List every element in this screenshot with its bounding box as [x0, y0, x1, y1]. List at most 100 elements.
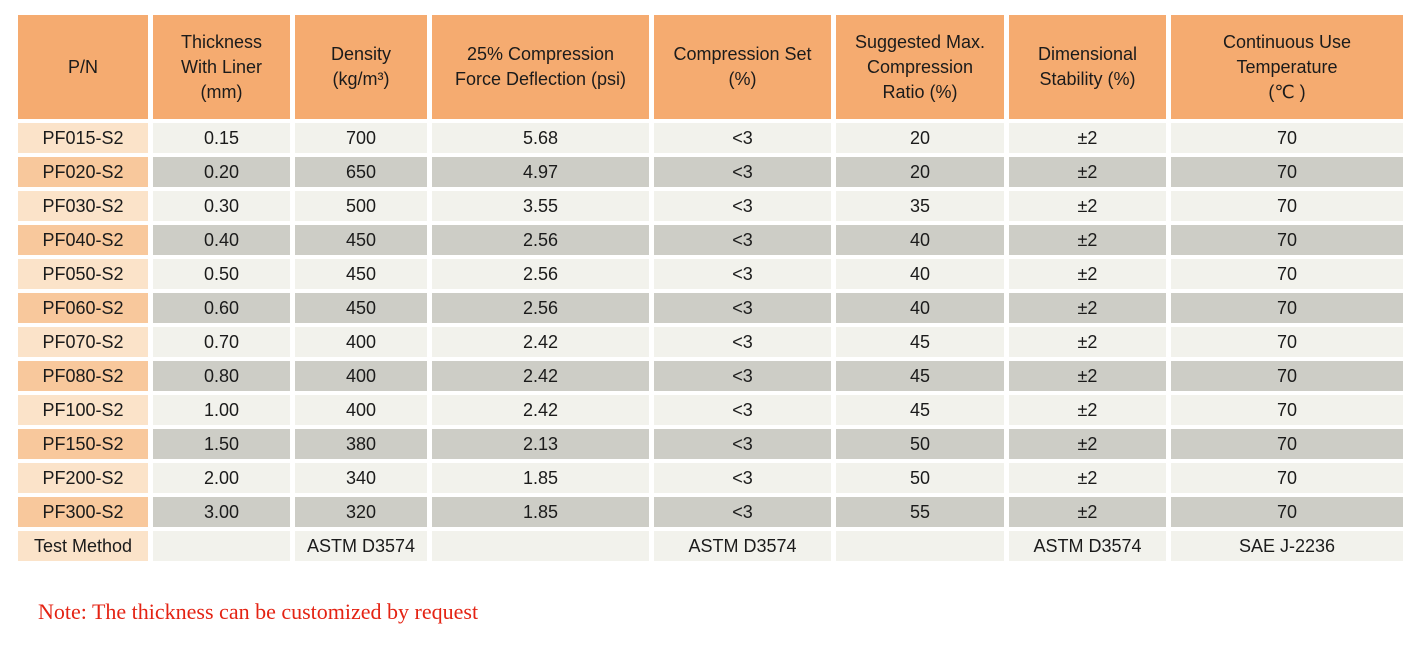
table-row: PF100-S2 1.00 400 2.42 <3 45 ±2 70	[18, 395, 1403, 425]
table-cell: 2.13	[432, 429, 649, 459]
table-cell: 5.68	[432, 123, 649, 153]
row-label-cell: PF080-S2	[18, 361, 148, 391]
table-cell: ±2	[1009, 361, 1166, 391]
table-cell: 70	[1171, 463, 1403, 493]
table-row: PF030-S2 0.30 500 3.55 <3 35 ±2 70	[18, 191, 1403, 221]
table-row: PF300-S2 3.00 320 1.85 <3 55 ±2 70	[18, 497, 1403, 527]
table-cell: 70	[1171, 327, 1403, 357]
table-cell: 340	[295, 463, 427, 493]
table-cell: ±2	[1009, 259, 1166, 289]
table-cell: 450	[295, 225, 427, 255]
column-header-compression-set: Compression Set (%)	[654, 15, 831, 119]
row-label-cell: PF015-S2	[18, 123, 148, 153]
table-cell: 0.30	[153, 191, 290, 221]
table-cell: 450	[295, 259, 427, 289]
row-label-cell: PF020-S2	[18, 157, 148, 187]
table-cell: 45	[836, 361, 1004, 391]
table-cell: 35	[836, 191, 1004, 221]
table-cell: ASTM D3574	[295, 531, 427, 561]
table-row: PF060-S2 0.60 450 2.56 <3 40 ±2 70	[18, 293, 1403, 323]
table-cell: 70	[1171, 191, 1403, 221]
table-cell	[153, 531, 290, 561]
table-cell: 2.56	[432, 293, 649, 323]
table-cell: 50	[836, 429, 1004, 459]
row-label-cell: PF200-S2	[18, 463, 148, 493]
table-cell: 0.60	[153, 293, 290, 323]
column-header-density: Density (kg/m³)	[295, 15, 427, 119]
row-label-cell: PF300-S2	[18, 497, 148, 527]
table-cell: 2.00	[153, 463, 290, 493]
table-cell: 500	[295, 191, 427, 221]
table-cell: <3	[654, 225, 831, 255]
table-cell: ±2	[1009, 327, 1166, 357]
table-cell: 70	[1171, 157, 1403, 187]
table-cell: 400	[295, 361, 427, 391]
row-label-cell: PF150-S2	[18, 429, 148, 459]
table-cell: ±2	[1009, 225, 1166, 255]
table-cell: ±2	[1009, 123, 1166, 153]
table-cell: 0.20	[153, 157, 290, 187]
table-cell: 40	[836, 225, 1004, 255]
row-label-cell: Test Method	[18, 531, 148, 561]
table-cell: 0.40	[153, 225, 290, 255]
table-cell: 2.42	[432, 327, 649, 357]
table-cell: 2.42	[432, 361, 649, 391]
table-cell: ±2	[1009, 429, 1166, 459]
table-cell: 0.50	[153, 259, 290, 289]
table-cell: 320	[295, 497, 427, 527]
table-cell: 3.00	[153, 497, 290, 527]
table-cell: <3	[654, 463, 831, 493]
row-label-cell: PF070-S2	[18, 327, 148, 357]
column-header-thickness: Thickness With Liner (mm)	[153, 15, 290, 119]
table-cell: 0.15	[153, 123, 290, 153]
table-cell: <3	[654, 123, 831, 153]
table-cell: 1.85	[432, 463, 649, 493]
table-cell: 1.85	[432, 497, 649, 527]
table-cell: 70	[1171, 123, 1403, 153]
row-label-cell: PF100-S2	[18, 395, 148, 425]
table-cell: 450	[295, 293, 427, 323]
table-row: PF015-S2 0.15 700 5.68 <3 20 ±2 70	[18, 123, 1403, 153]
table-cell: <3	[654, 395, 831, 425]
table-cell: 1.00	[153, 395, 290, 425]
row-label-cell: PF030-S2	[18, 191, 148, 221]
row-label-cell: PF060-S2	[18, 293, 148, 323]
column-header-continuous-use-temperature: Continuous Use Temperature (℃ )	[1171, 15, 1403, 119]
table-cell: 2.56	[432, 259, 649, 289]
table-cell: ±2	[1009, 157, 1166, 187]
product-spec-table: P/N Thickness With Liner (mm) Density (k…	[13, 11, 1406, 565]
table-cell: 400	[295, 395, 427, 425]
table-cell: 4.97	[432, 157, 649, 187]
table-header-row: P/N Thickness With Liner (mm) Density (k…	[18, 15, 1403, 119]
column-header-compression-force-deflection: 25% Compression Force Deflection (psi)	[432, 15, 649, 119]
table-row: PF020-S2 0.20 650 4.97 <3 20 ±2 70	[18, 157, 1403, 187]
table-cell: ±2	[1009, 191, 1166, 221]
table-cell: 0.80	[153, 361, 290, 391]
column-header-max-compression-ratio: Suggested Max. Compression Ratio (%)	[836, 15, 1004, 119]
note-text: Note: The thickness can be customized by…	[38, 599, 479, 624]
table-cell: 70	[1171, 497, 1403, 527]
table-cell: 1.50	[153, 429, 290, 459]
table-cell: ±2	[1009, 293, 1166, 323]
table-cell: 20	[836, 157, 1004, 187]
table-row: PF050-S2 0.50 450 2.56 <3 40 ±2 70	[18, 259, 1403, 289]
table-cell: 55	[836, 497, 1004, 527]
table-row: PF080-S2 0.80 400 2.42 <3 45 ±2 70	[18, 361, 1403, 391]
table-cell: 70	[1171, 395, 1403, 425]
table-row: PF200-S2 2.00 340 1.85 <3 50 ±2 70	[18, 463, 1403, 493]
table-cell: 3.55	[432, 191, 649, 221]
table-cell: ±2	[1009, 463, 1166, 493]
column-header-pn: P/N	[18, 15, 148, 119]
table-row: PF150-S2 1.50 380 2.13 <3 50 ±2 70	[18, 429, 1403, 459]
table-cell: 0.70	[153, 327, 290, 357]
table-cell: 50	[836, 463, 1004, 493]
row-label-cell: PF040-S2	[18, 225, 148, 255]
table-cell: 70	[1171, 293, 1403, 323]
table-cell: <3	[654, 327, 831, 357]
table-cell: 2.56	[432, 225, 649, 255]
table-cell: 400	[295, 327, 427, 357]
table-row: Test Method ASTM D3574 ASTM D3574 ASTM D357…	[18, 531, 1403, 561]
table-cell: ±2	[1009, 497, 1166, 527]
row-label-cell: PF050-S2	[18, 259, 148, 289]
